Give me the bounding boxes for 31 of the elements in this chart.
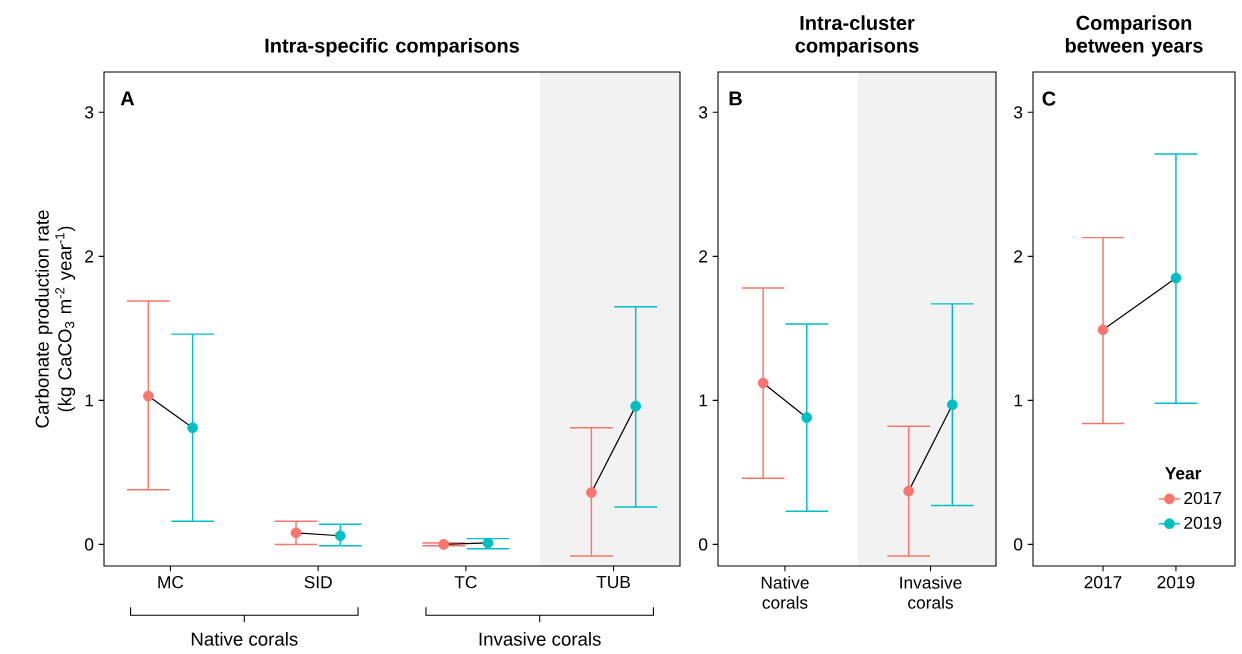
x-tick-label: 2017	[1084, 576, 1122, 589]
y-tick-label: 0	[1014, 538, 1023, 551]
text: Invasive corals	[479, 632, 601, 646]
x-tick-label: SID	[304, 576, 332, 589]
y-tick-label: 2	[85, 250, 94, 263]
y-tick-label: 2	[699, 250, 708, 263]
x-tick-label: Invasive corals	[900, 576, 962, 609]
legend-label: 2019	[1184, 516, 1222, 529]
chart-title: Comparison between years	[1065, 15, 1203, 57]
x-tick-label: Native corals	[761, 576, 809, 609]
chart-title: Intra-cluster comparisons	[795, 15, 919, 57]
x-tick-label: TC	[454, 576, 477, 589]
legend-title: Year	[1165, 467, 1202, 480]
y-tick-label: 0	[698, 538, 708, 551]
annotation: C	[1042, 91, 1056, 106]
y-tick-label: 1	[85, 394, 94, 407]
y-tick-label: 3	[1014, 106, 1023, 119]
y-tick-label: 3	[698, 106, 708, 119]
chart-title: Intra-specific comparisons	[265, 37, 519, 57]
y-tick-label: 2	[1014, 250, 1023, 263]
text: Native corals	[191, 632, 298, 646]
y-tick-label: 1	[1014, 394, 1023, 407]
annotation: A	[120, 91, 135, 106]
y-tick-label: 3	[84, 106, 94, 119]
y-tick-label: 1	[699, 394, 708, 407]
x-tick-label: TUB	[596, 576, 630, 589]
y-tick-label: 0	[84, 538, 94, 551]
legend-label: 2017	[1184, 491, 1222, 505]
annotation: B	[729, 91, 742, 106]
x-tick-label: MC	[158, 576, 184, 589]
x-tick-label: 2019	[1157, 576, 1195, 589]
